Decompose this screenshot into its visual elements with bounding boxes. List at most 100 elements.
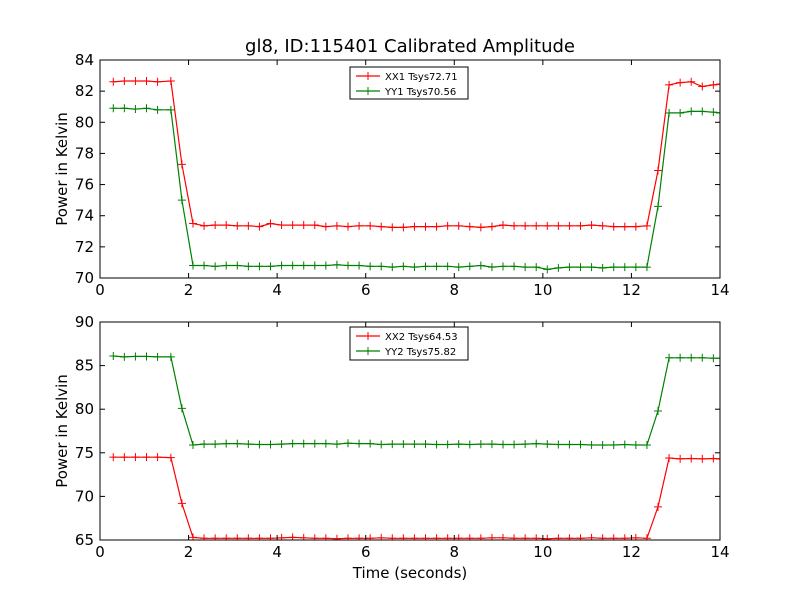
top-subplot-series-0-point <box>200 221 209 230</box>
bottom-subplot-series-0-point <box>532 534 541 540</box>
top-subplot-series-1-point <box>288 261 297 270</box>
bottom-subplot-y-tick-label: 80 <box>75 400 94 418</box>
top-subplot-series-1-point <box>631 263 640 272</box>
top-subplot: 0 2 4 6 8 10 12 14 70 72 74 76 78 80 82 84 Power in Kel… <box>53 51 730 299</box>
top-subplot-x-tick-label: 4 <box>272 281 282 299</box>
bottom-subplot-series-0-point <box>716 454 720 463</box>
top-subplot-series-1-point <box>166 105 175 114</box>
bottom-subplot-series-1-point <box>443 440 452 449</box>
bottom-subplot-series-1-point <box>377 440 386 449</box>
bottom-subplot-series-0-point <box>631 533 640 540</box>
bottom-subplot-series-1-point <box>344 439 352 448</box>
bottom-subplot-series-1-point <box>510 440 519 449</box>
bottom-subplot-ticks: 0 2 4 6 8 10 12 14 65 70 75 80 85 90 <box>75 313 730 561</box>
top-subplot-y-tick-label: 72 <box>75 238 94 256</box>
top-subplot-y-tick-label: 76 <box>75 176 94 194</box>
bottom-subplot-series-1-point <box>465 440 474 449</box>
top-subplot-series-0-point <box>344 222 352 231</box>
bottom-subplot-series-1-point <box>299 439 308 448</box>
bottom-subplot-series-1-point <box>716 354 720 363</box>
top-subplot-series-0-point <box>321 222 330 231</box>
bottom-subplot-series-1-point <box>565 440 574 449</box>
top-subplot-series-1-point <box>200 261 209 270</box>
bottom-subplot-series-1-point <box>266 440 275 449</box>
top-subplot-series-0-point <box>716 80 720 89</box>
bottom-subplot-legend: XX2 Tsys64.53 YY2 Tsys75.82 <box>349 326 469 361</box>
top-subplot-series-0-point <box>709 80 718 89</box>
bottom-subplot-series-0-point <box>344 534 352 540</box>
bottom-subplot-series-0-point <box>153 453 162 462</box>
bottom-subplot-series-0-point <box>189 533 197 540</box>
bottom-subplot-series-0-point <box>642 534 651 540</box>
top-subplot-series-0-point <box>266 219 275 228</box>
top-subplot-series-0-point <box>355 221 364 230</box>
bottom-subplot-series-1-point <box>410 440 419 449</box>
top-subplot-series-1-point <box>421 262 430 271</box>
bottom-subplot-x-tick-label: 2 <box>184 543 194 561</box>
bottom-subplot-series-1-point <box>454 440 463 449</box>
bottom-subplot-series-0-point <box>598 534 607 540</box>
top-subplot-x-tick-label: 2 <box>184 281 194 299</box>
bottom-subplot-series-1-point <box>142 352 151 361</box>
top-subplot-series-1-point <box>521 263 530 272</box>
bottom-subplot-series-0-point <box>521 534 530 540</box>
bottom-subplot-series-1-point <box>620 440 629 449</box>
bottom-subplot-series-1-point <box>687 353 696 362</box>
bottom-subplot-series-1-point <box>255 440 264 449</box>
top-subplot-series-1-point <box>277 261 286 270</box>
bottom-subplot-series-1-point <box>499 440 507 449</box>
top-subplot-y-tick-label: 80 <box>75 113 94 131</box>
top-subplot-series-1-point <box>177 196 186 205</box>
bottom-subplot-series-1-point <box>532 439 541 448</box>
top-subplot-series-1-point <box>543 265 552 274</box>
top-subplot-x-tick-label: 8 <box>450 281 460 299</box>
top-subplot-x-tick-label: 12 <box>622 281 641 299</box>
top-subplot-series-1-point <box>676 108 685 117</box>
top-subplot-series-0-point <box>487 222 496 231</box>
top-subplot-ticks: 0 2 4 6 8 10 12 14 70 72 74 76 78 80 82 84 <box>75 51 730 299</box>
top-subplot-series-0-point <box>554 221 563 230</box>
top-subplot-series-0-point <box>687 77 696 86</box>
bottom-subplot-series-1-point <box>222 439 231 448</box>
top-subplot-series-1-point <box>620 263 629 272</box>
bottom-subplot-series-0-point <box>366 534 375 540</box>
top-subplot-series-0-point <box>189 219 197 228</box>
top-subplot-series-0-point <box>131 77 140 86</box>
top-subplot-series-1-point <box>120 104 129 113</box>
top-subplot-series-0-point <box>109 77 118 86</box>
top-subplot-y-axis-label: Power in Kelvin <box>53 112 71 226</box>
bottom-subplot-series-0-point <box>454 534 463 540</box>
bottom-subplot-series-1-point <box>277 440 286 449</box>
bottom-subplot-series-1-point <box>288 439 297 448</box>
top-subplot-legend-marker-0 <box>364 72 372 80</box>
bottom-subplot-series-0-point <box>109 453 118 462</box>
top-subplot-series-1-point <box>388 263 397 272</box>
bottom-subplot-series-0-point <box>244 534 253 540</box>
top-subplot-series-1-point <box>587 263 596 272</box>
top-subplot-series-1-point <box>131 105 140 114</box>
top-subplot-series-0-point <box>654 166 662 175</box>
top-subplot-series-0-point <box>665 80 674 89</box>
bottom-subplot-x-tick-label: 4 <box>272 543 282 561</box>
bottom-subplot-series-0-point <box>476 534 485 540</box>
bottom-subplot-x-tick-label: 14 <box>710 543 729 561</box>
top-subplot-series-1-point <box>299 261 308 270</box>
bottom-subplot-series-1-point <box>233 439 242 448</box>
bottom-subplot-series-1-point <box>321 439 330 448</box>
bottom-subplot-series-1-point <box>631 440 640 449</box>
top-subplot-series-1-point <box>709 108 718 117</box>
bottom-subplot-frame <box>99 321 721 541</box>
bottom-subplot-series-1-point <box>131 352 140 361</box>
bottom-subplot-series-1-point <box>654 406 662 415</box>
bottom-subplot-series-0-point <box>388 534 397 540</box>
top-subplot-series-0-point <box>543 221 552 230</box>
bottom-subplot-series-1-point <box>310 439 319 448</box>
bottom-subplot-series-0-point <box>355 534 364 540</box>
top-subplot-series-0-point <box>476 223 485 232</box>
top-subplot-x-tick-label: 0 <box>95 281 105 299</box>
top-subplot-series-0-point <box>332 221 341 230</box>
bottom-subplot-series-1-point <box>432 440 441 449</box>
top-subplot-series-1-point <box>255 262 264 271</box>
